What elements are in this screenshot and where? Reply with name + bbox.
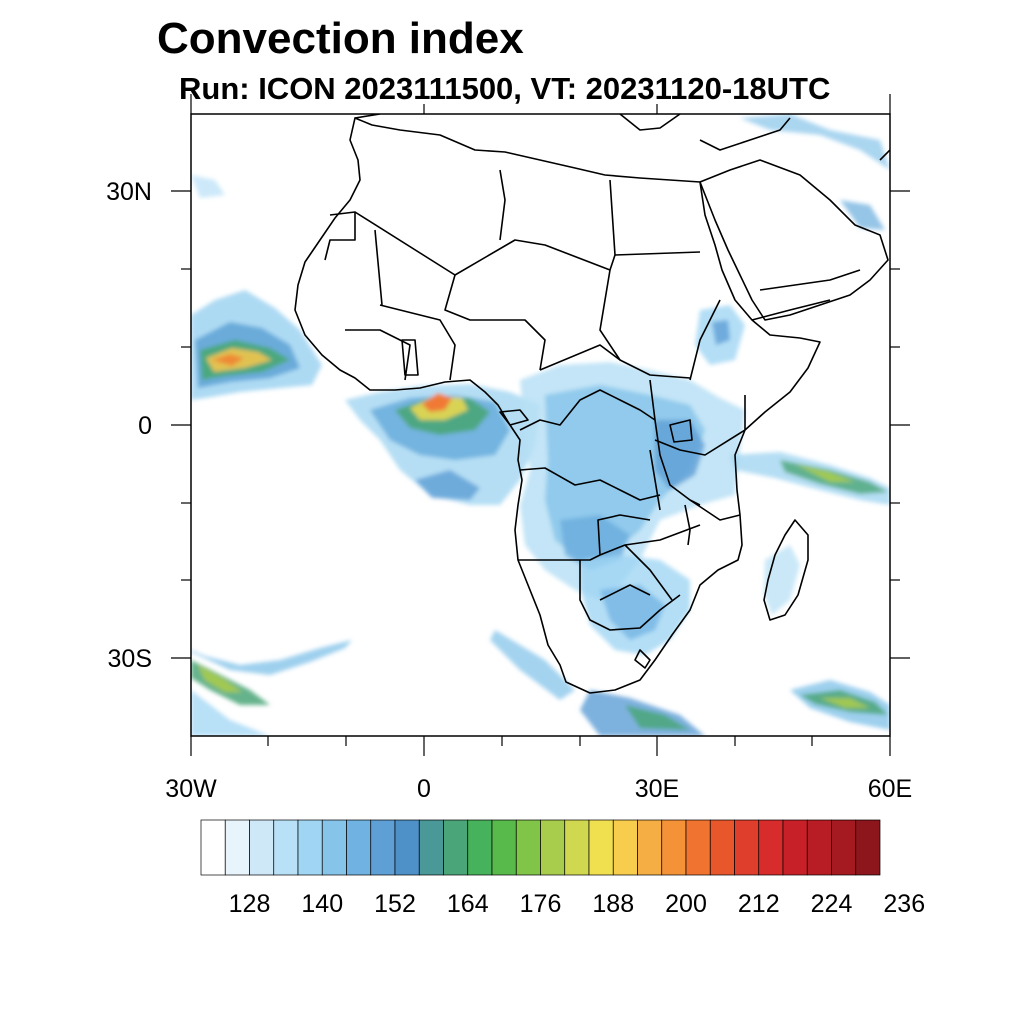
colorbar-label: 212	[738, 890, 780, 918]
colorbar-labels: 128 140 152 164 176 188 200 212 224 236	[229, 890, 925, 918]
colorbar-swatch	[321, 819, 347, 876]
convection-field	[191, 114, 890, 736]
colorbar-swatch	[273, 819, 299, 876]
colorbar-swatch	[612, 819, 638, 876]
colorbar-swatch	[467, 819, 493, 876]
colorbar	[200, 819, 881, 876]
axis-ticks	[171, 94, 910, 756]
colorbar-label: 188	[592, 890, 634, 918]
colorbar-label: 152	[374, 890, 416, 918]
colorbar-swatch	[588, 819, 614, 876]
colorbar-swatch	[224, 819, 250, 876]
colorbar-swatch	[855, 819, 881, 876]
colorbar-label: 236	[883, 890, 925, 918]
colorbar-label: 200	[665, 890, 707, 918]
colorbar-swatch	[637, 819, 663, 876]
lat-label-30n: 30N	[106, 178, 152, 206]
lat-label-30s: 30S	[108, 645, 152, 673]
coastlines	[294, 114, 890, 694]
colorbar-swatch	[782, 819, 808, 876]
colorbar-label: 128	[229, 890, 271, 918]
colorbar-swatch	[709, 819, 735, 876]
colorbar-label: 164	[447, 890, 489, 918]
colorbar-label: 140	[301, 890, 343, 918]
colorbar-swatch	[734, 819, 760, 876]
colorbar-swatch	[831, 819, 857, 876]
colorbar-swatch	[418, 819, 444, 876]
lon-label-0: 0	[417, 775, 431, 803]
colorbar-swatch	[540, 819, 566, 876]
colorbar-swatch	[346, 819, 372, 876]
colorbar-swatch	[758, 819, 784, 876]
lon-label-30e: 30E	[635, 775, 679, 803]
colorbar-swatch	[515, 819, 541, 876]
colorbar-swatch	[297, 819, 323, 876]
colorbar-swatch	[491, 819, 517, 876]
colorbar-swatch	[661, 819, 687, 876]
map-subtitle: Run: ICON 2023111500, VT: 20231120-18UTC	[179, 71, 831, 106]
colorbar-swatch	[249, 819, 275, 876]
colorbar-swatch	[370, 819, 396, 876]
colorbar-label: 176	[520, 890, 562, 918]
colorbar-swatch	[806, 819, 832, 876]
colorbar-swatch	[394, 819, 420, 876]
colorbar-swatch	[200, 819, 226, 876]
colorbar-label: 224	[811, 890, 853, 918]
colorbar-swatch	[443, 819, 469, 876]
lon-label-60e: 60E	[868, 775, 912, 803]
lon-label-30w: 30W	[165, 775, 217, 803]
lat-label-0: 0	[138, 412, 152, 440]
map-title: Convection index	[157, 14, 524, 63]
colorbar-swatch	[564, 819, 590, 876]
colorbar-swatch	[685, 819, 711, 876]
